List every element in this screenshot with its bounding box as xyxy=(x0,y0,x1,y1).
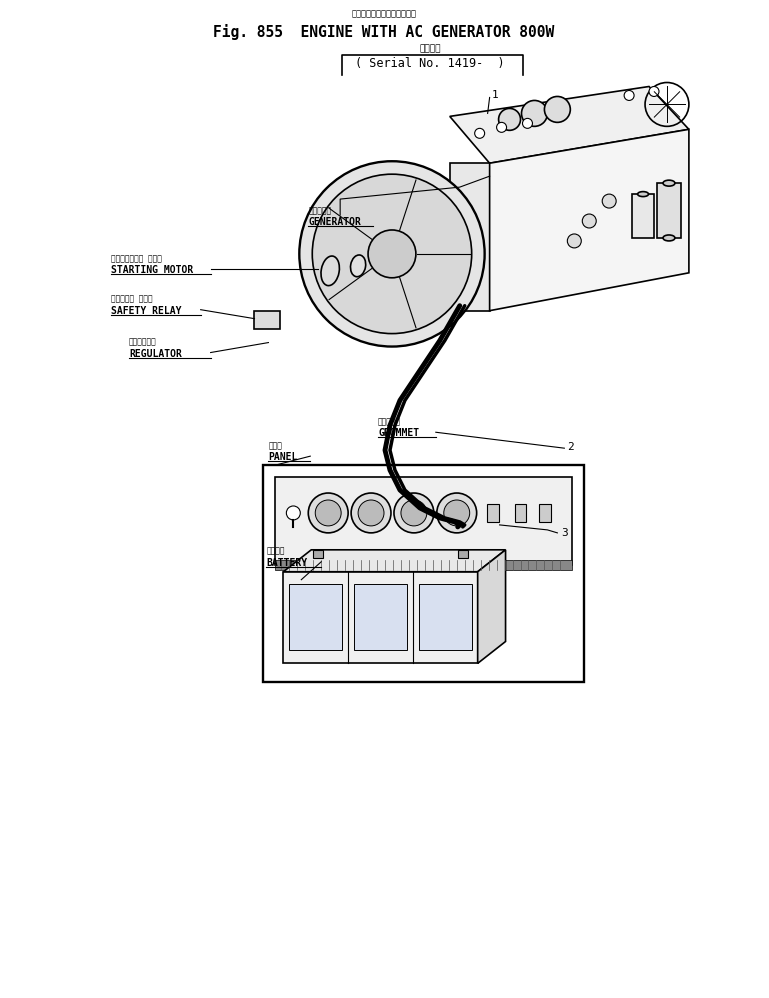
Circle shape xyxy=(394,493,434,533)
Circle shape xyxy=(444,500,470,526)
Circle shape xyxy=(521,101,548,127)
Circle shape xyxy=(286,506,301,520)
Text: REGULATOR: REGULATOR xyxy=(129,348,181,358)
Text: SAFETY RELAY: SAFETY RELAY xyxy=(111,305,181,315)
Circle shape xyxy=(568,234,581,248)
Circle shape xyxy=(602,194,616,208)
Bar xyxy=(354,584,407,651)
Bar xyxy=(539,504,551,522)
Bar xyxy=(264,465,584,683)
Circle shape xyxy=(437,493,477,533)
Circle shape xyxy=(351,493,391,533)
Bar xyxy=(632,194,654,238)
Bar xyxy=(313,550,323,558)
Text: STARTING MOTOR: STARTING MOTOR xyxy=(111,264,193,274)
Circle shape xyxy=(308,493,348,533)
Polygon shape xyxy=(283,572,478,664)
Text: 適用番号: 適用番号 xyxy=(419,45,441,54)
Circle shape xyxy=(498,109,521,131)
Ellipse shape xyxy=(351,254,366,276)
Text: セイフティ リレー: セイフティ リレー xyxy=(111,294,152,303)
Bar xyxy=(514,504,527,522)
Text: Fig. 855  ENGINE WITH AC GENERATOR 800W: Fig. 855 ENGINE WITH AC GENERATOR 800W xyxy=(213,24,554,40)
Circle shape xyxy=(624,91,634,101)
Circle shape xyxy=(312,175,471,333)
Bar xyxy=(275,560,572,570)
Polygon shape xyxy=(283,550,505,572)
Ellipse shape xyxy=(663,235,675,241)
Text: GENERATOR: GENERATOR xyxy=(308,217,361,227)
Bar xyxy=(255,310,281,328)
Text: パネル: パネル xyxy=(268,441,282,450)
Bar xyxy=(419,584,471,651)
Text: 1: 1 xyxy=(491,91,498,101)
Circle shape xyxy=(401,500,427,526)
Text: PANEL: PANEL xyxy=(268,452,298,462)
Circle shape xyxy=(358,500,384,526)
Text: グロメット: グロメット xyxy=(378,417,401,426)
Text: ( Serial No. 1419-  ): ( Serial No. 1419- ) xyxy=(355,57,504,70)
Circle shape xyxy=(474,129,484,139)
Bar xyxy=(458,550,468,558)
Circle shape xyxy=(299,162,484,346)
Text: 3: 3 xyxy=(561,528,568,538)
Circle shape xyxy=(649,87,659,97)
Text: バッテリ: バッテリ xyxy=(266,547,285,556)
Ellipse shape xyxy=(638,192,648,197)
Text: 2: 2 xyxy=(568,442,574,452)
Polygon shape xyxy=(450,87,689,164)
Polygon shape xyxy=(490,130,689,310)
Circle shape xyxy=(522,119,532,129)
Text: スターティング モータ: スターティング モータ xyxy=(111,253,161,262)
Bar xyxy=(275,477,572,565)
Bar xyxy=(487,504,498,522)
Circle shape xyxy=(544,97,571,123)
Polygon shape xyxy=(450,164,490,310)
Text: GROMMET: GROMMET xyxy=(378,428,419,438)
Bar xyxy=(657,184,681,238)
Circle shape xyxy=(368,230,416,277)
Text: BATTERY: BATTERY xyxy=(266,558,308,568)
Text: ゲネレータ: ゲネレータ xyxy=(308,206,331,215)
Text: エンジネキレータ付エンジン: エンジネキレータ付エンジン xyxy=(351,10,417,19)
Text: レギュレータ: レギュレータ xyxy=(129,337,157,346)
Polygon shape xyxy=(478,550,505,664)
Bar xyxy=(289,584,342,651)
Circle shape xyxy=(582,214,596,228)
Circle shape xyxy=(497,123,507,133)
Ellipse shape xyxy=(663,181,675,187)
Circle shape xyxy=(315,500,341,526)
Ellipse shape xyxy=(321,256,339,285)
